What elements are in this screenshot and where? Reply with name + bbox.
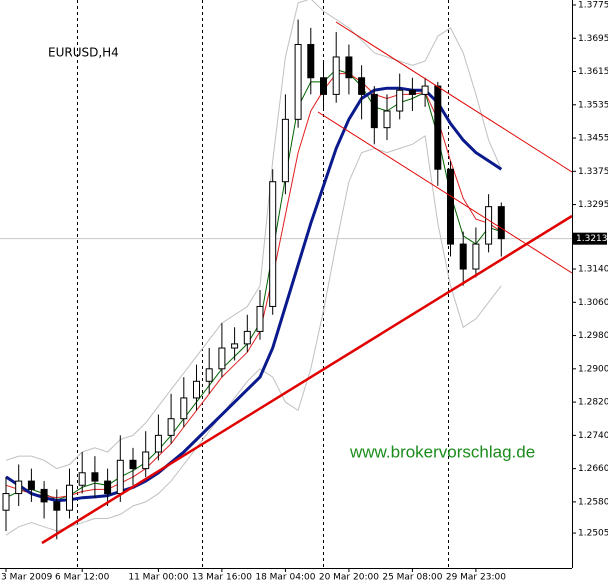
candle-body bbox=[320, 77, 327, 95]
x-tick-label: 18 Mar 04:00 bbox=[255, 573, 315, 583]
candle-body bbox=[142, 451, 150, 470]
x-tick-label: 11 Mar 00:00 bbox=[128, 573, 188, 583]
candle-body bbox=[218, 347, 226, 370]
last-price-box bbox=[573, 232, 607, 245]
channel-upper bbox=[335, 21, 573, 173]
candle-body bbox=[91, 472, 99, 482]
candle-body bbox=[78, 472, 86, 486]
candle-body bbox=[447, 168, 454, 245]
candle-body bbox=[256, 305, 264, 332]
candle-body bbox=[497, 206, 505, 240]
y-tick-label: 1.3375 bbox=[578, 167, 608, 177]
y-tick-label: 1.2820 bbox=[578, 398, 608, 408]
x-tick-label: 29 Mar 23:00 bbox=[446, 573, 506, 583]
y-tick-label: 1.2980 bbox=[578, 331, 608, 341]
y-tick-label: 1.2660 bbox=[578, 464, 608, 474]
x-tick-label: 25 Mar 08:00 bbox=[382, 573, 442, 583]
candle-body bbox=[243, 330, 251, 345]
trendlines bbox=[41, 21, 573, 545]
y-tick-label: 1.2740 bbox=[578, 431, 608, 441]
y-tick-label: 1.3535 bbox=[578, 100, 608, 110]
support-trendline bbox=[41, 214, 573, 545]
watermark: www.brokervorschlag.de bbox=[349, 442, 535, 461]
indicator-line bbox=[5, 86, 503, 503]
candle-body bbox=[281, 118, 289, 183]
indicator-line bbox=[5, 68, 502, 501]
x-tick-label: 6 Mar 12:00 bbox=[55, 573, 110, 583]
y-tick-label: 1.3695 bbox=[578, 34, 608, 44]
y-tick-label: 1.2900 bbox=[578, 364, 608, 374]
plot bbox=[0, 0, 572, 540]
candle-body bbox=[370, 93, 378, 129]
candle-body bbox=[2, 493, 10, 511]
candle-body bbox=[180, 397, 188, 420]
candle-body bbox=[421, 85, 429, 95]
candle-body bbox=[27, 480, 35, 490]
y-tick-label: 1.3060 bbox=[578, 298, 608, 308]
y-tick-label: 1.3775 bbox=[578, 0, 608, 10]
candle-body bbox=[472, 243, 480, 270]
y-tick-label: 1.3140 bbox=[578, 265, 608, 275]
candle-body bbox=[307, 43, 315, 79]
candle-body bbox=[66, 484, 73, 511]
candle-body bbox=[104, 480, 112, 495]
period-separators bbox=[77, 0, 449, 568]
candle-body bbox=[205, 368, 213, 382]
candle-body bbox=[383, 110, 391, 129]
candle-body bbox=[434, 85, 442, 170]
x-tick-label: 20 Mar 20:00 bbox=[319, 573, 379, 583]
candle-body bbox=[358, 77, 366, 95]
candle-body bbox=[459, 243, 467, 270]
candle-body bbox=[129, 459, 137, 470]
y-tick-label: 1.2505 bbox=[578, 529, 608, 539]
candle-body bbox=[269, 181, 277, 307]
candle-body bbox=[408, 89, 416, 95]
x-tick-label: 3 Mar 2009 bbox=[1, 573, 53, 583]
candle-body bbox=[40, 488, 48, 503]
candle-body bbox=[332, 56, 340, 95]
candle-body bbox=[15, 480, 23, 495]
candle-body bbox=[485, 206, 493, 245]
candle-body bbox=[116, 459, 124, 495]
candle-body bbox=[396, 89, 404, 112]
channel-lower bbox=[317, 111, 573, 274]
x-tick-label: 13 Mar 16:00 bbox=[192, 573, 252, 583]
y-tick-label: 1.2580 bbox=[578, 497, 608, 507]
symbol-label: EURUSD,H4 bbox=[48, 46, 119, 60]
candle-body bbox=[345, 56, 353, 79]
y-tick-label: 1.3455 bbox=[578, 134, 608, 144]
indicator-line bbox=[5, 0, 502, 470]
indicator-line bbox=[5, 135, 502, 536]
candle-body bbox=[193, 380, 200, 399]
last-price-label: 1.3213 bbox=[576, 234, 608, 244]
candle-body bbox=[231, 343, 239, 349]
candle-body bbox=[294, 43, 302, 120]
y-tick-label: 1.3295 bbox=[578, 200, 608, 210]
y-tick-label: 1.3615 bbox=[578, 67, 608, 77]
indicator-line bbox=[5, 73, 502, 499]
candle-body bbox=[154, 434, 162, 453]
candle-body bbox=[167, 418, 175, 436]
candle-body bbox=[53, 501, 61, 511]
